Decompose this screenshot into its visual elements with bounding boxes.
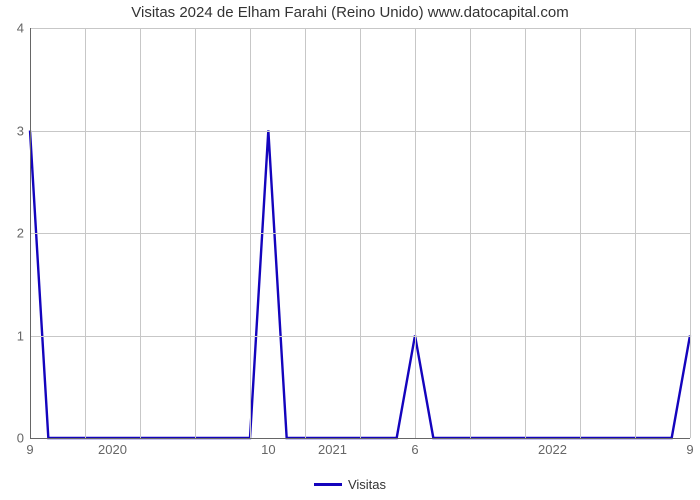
legend: Visitas <box>0 476 700 492</box>
gridline-horizontal <box>30 131 690 132</box>
chart-title: Visitas 2024 de Elham Farahi (Reino Unid… <box>0 4 700 21</box>
y-axis-line <box>30 28 31 438</box>
data-point-label: 6 <box>411 438 418 457</box>
gridline-vertical <box>690 28 691 438</box>
data-point-label: 9 <box>686 438 693 457</box>
y-tick-label: 2 <box>17 226 30 241</box>
plot-area: 0123420202021202291069 <box>30 28 690 438</box>
y-tick-label: 4 <box>17 21 30 36</box>
x-year-label: 2021 <box>318 438 347 457</box>
gridline-horizontal <box>30 336 690 337</box>
data-point-label: 9 <box>26 438 33 457</box>
y-tick-label: 3 <box>17 123 30 138</box>
x-axis-line <box>30 438 690 439</box>
data-point-label: 10 <box>261 438 275 457</box>
gridline-horizontal <box>30 28 690 29</box>
legend-swatch <box>314 483 342 486</box>
x-year-label: 2022 <box>538 438 567 457</box>
chart-container: Visitas 2024 de Elham Farahi (Reino Unid… <box>0 0 700 500</box>
x-year-label: 2020 <box>98 438 127 457</box>
y-tick-label: 1 <box>17 328 30 343</box>
legend-label: Visitas <box>348 477 386 492</box>
gridline-horizontal <box>30 233 690 234</box>
